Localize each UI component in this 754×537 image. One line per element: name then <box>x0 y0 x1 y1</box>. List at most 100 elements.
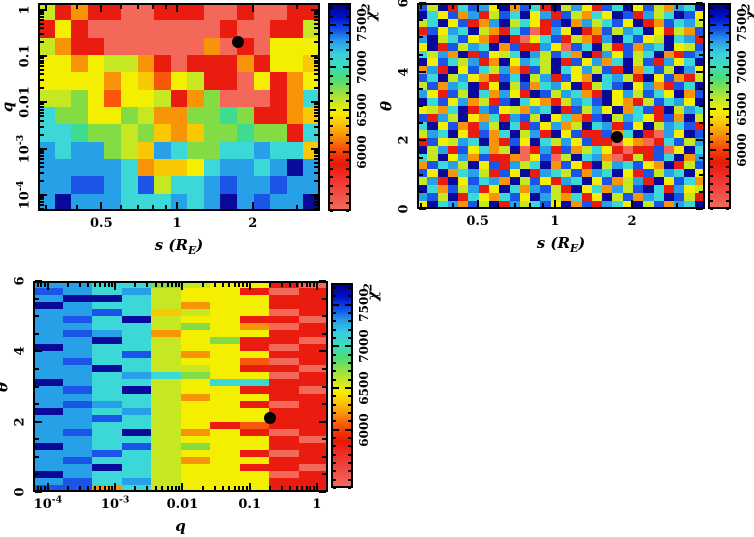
heatmap-cell <box>612 10 623 19</box>
heatmap-cell <box>694 3 705 11</box>
heatmap-cell <box>540 145 551 154</box>
heatmap-cell <box>253 141 271 159</box>
heatmap-cell <box>591 201 603 209</box>
heatmap-cell <box>653 42 664 51</box>
heatmap-cell <box>488 18 500 27</box>
heatmap-cell <box>239 386 269 394</box>
heatmap-cell <box>499 169 510 178</box>
heatmap-cell <box>550 145 561 154</box>
heatmap-cell <box>239 295 269 303</box>
heatmap-cell <box>298 428 328 436</box>
axis-tick <box>314 204 318 207</box>
axis-tick <box>213 486 216 490</box>
axis-tick <box>311 55 318 58</box>
heatmap-cell <box>643 145 654 154</box>
heatmap-cell <box>92 358 122 366</box>
heatmap-cell <box>237 141 254 159</box>
heatmap-cell <box>684 26 695 35</box>
axis-tick <box>345 345 351 348</box>
axis-tick <box>40 59 44 62</box>
heatmap-cell <box>104 72 121 90</box>
heatmap-cell <box>269 358 299 366</box>
heatmap-cell <box>540 193 551 202</box>
heatmap-cell <box>92 456 122 464</box>
axis-tick <box>40 119 44 122</box>
heatmap-cell <box>239 407 269 415</box>
heatmap-cell <box>488 193 500 202</box>
axis-tick <box>333 345 339 348</box>
axis-tick <box>348 487 351 489</box>
axis-tick <box>305 486 308 490</box>
heatmap-cell <box>220 55 238 73</box>
axis-tick <box>295 486 298 490</box>
heatmap-cell <box>694 201 705 209</box>
heatmap-cell <box>210 393 240 401</box>
heatmap-cell <box>468 145 479 154</box>
heatmap-cell <box>170 20 188 38</box>
axis-tick <box>201 486 204 490</box>
heatmap-cell <box>581 74 592 83</box>
heatmap-cell <box>488 153 500 162</box>
axis-tick <box>40 198 44 201</box>
heatmap-cell <box>270 193 287 211</box>
heatmap-cell <box>210 407 240 415</box>
axis-tick <box>330 159 333 162</box>
axis-tick <box>346 176 349 179</box>
axis-tick <box>137 205 140 209</box>
heatmap-cell <box>602 26 613 35</box>
axis-tick <box>542 203 545 207</box>
heatmap-cell <box>478 26 489 35</box>
heatmap-cell <box>151 288 181 296</box>
heatmap-cell <box>33 351 63 359</box>
heatmap-cell <box>269 281 299 289</box>
heatmap-cell <box>478 129 489 138</box>
heatmap-cell <box>120 55 138 73</box>
heatmap-cell <box>286 55 304 73</box>
heatmap-cell <box>684 74 695 83</box>
heatmap-cell <box>643 42 654 51</box>
heatmap-cell <box>269 386 299 394</box>
heatmap-cell <box>417 161 428 170</box>
heatmap-cell <box>581 10 592 19</box>
axis-tick <box>348 478 351 481</box>
heatmap-cell <box>684 50 695 59</box>
heatmap-cell <box>33 379 63 387</box>
heatmap-cell <box>269 323 299 331</box>
heatmap-cell <box>591 82 603 91</box>
heatmap-cell <box>71 3 88 21</box>
heatmap-cell <box>54 3 72 21</box>
heatmap-cell <box>602 58 613 67</box>
axis-tick <box>419 105 423 107</box>
heatmap-cell <box>71 107 88 125</box>
axis-tick <box>723 65 729 68</box>
axis-tick <box>348 412 351 414</box>
colorbar <box>708 3 731 209</box>
heatmap-cell <box>488 185 500 194</box>
heatmap-cell <box>447 26 459 35</box>
heatmap-cell <box>447 58 459 67</box>
axis-tick <box>79 486 81 490</box>
heatmap-cell <box>253 3 271 21</box>
heatmap-cell <box>550 129 561 138</box>
heatmap-cell <box>427 121 438 130</box>
heatmap-cell <box>92 414 122 422</box>
axis-tick <box>40 15 44 18</box>
heatmap-cell <box>427 98 438 106</box>
heatmap-cell <box>237 107 254 125</box>
heatmap-cell <box>270 159 287 177</box>
heatmap-cell <box>550 121 561 130</box>
heatmap-cell <box>92 281 122 289</box>
heatmap-cell <box>437 121 448 130</box>
heatmap-cell <box>694 121 705 130</box>
heatmap-cell <box>210 337 240 345</box>
axis-tick <box>164 5 167 9</box>
axis-tick <box>333 470 336 473</box>
heatmap-cell <box>253 176 271 194</box>
heatmap-cell <box>180 428 210 436</box>
axis-tick <box>314 161 318 164</box>
heatmap-cell <box>71 141 88 159</box>
heatmap-cell <box>540 137 551 146</box>
heatmap-cell <box>87 107 105 125</box>
heatmap-cell <box>632 121 644 130</box>
heatmap-cell <box>137 124 155 142</box>
